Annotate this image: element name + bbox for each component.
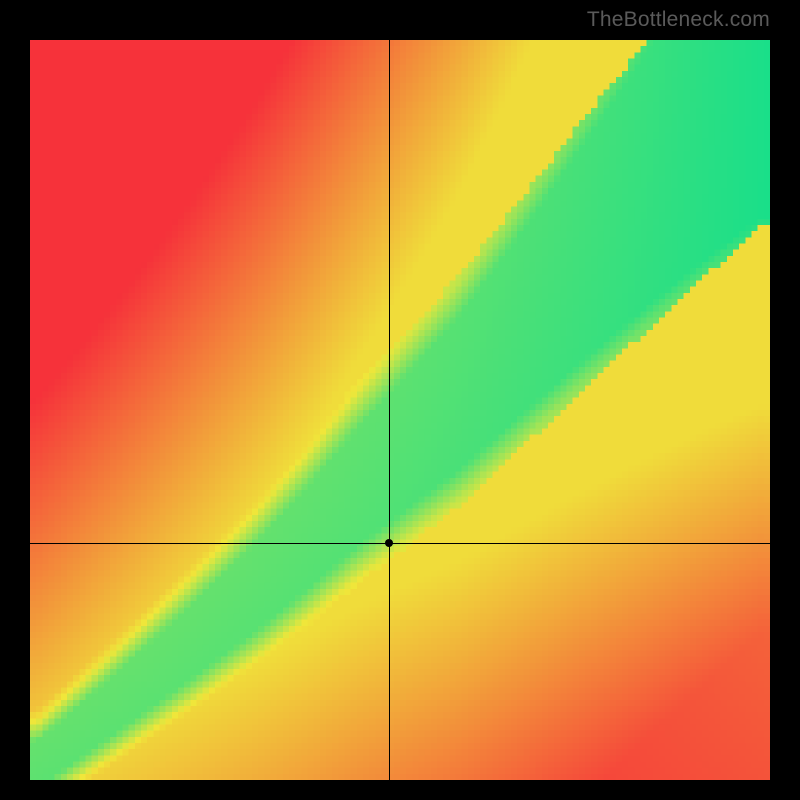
crosshair-horizontal [30, 543, 770, 544]
heatmap-canvas [30, 40, 770, 780]
attribution-text: TheBottleneck.com [587, 8, 770, 32]
crosshair-vertical [389, 40, 390, 780]
chart-container: TheBottleneck.com [0, 0, 800, 800]
heatmap-plot [30, 40, 770, 780]
crosshair-point-marker [385, 539, 393, 547]
